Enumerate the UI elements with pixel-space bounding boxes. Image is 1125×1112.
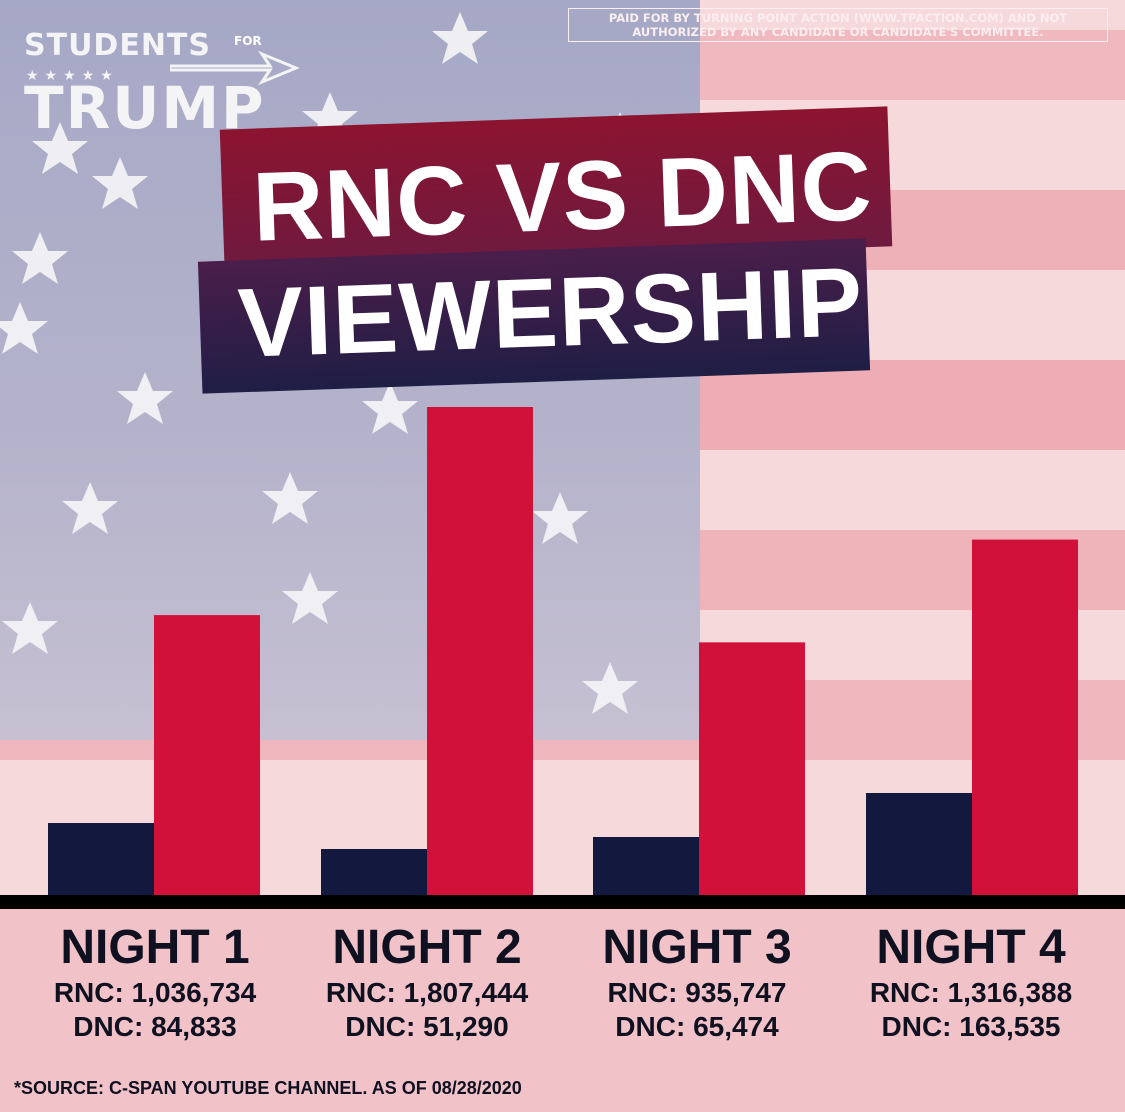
night-3-label: NIGHT 3 RNC: 935,747 DNC: 65,474 xyxy=(572,920,822,1044)
flag-stripe xyxy=(0,900,1125,1112)
brand-line2: TRUMP xyxy=(24,74,266,142)
bar-rnc-night-3 xyxy=(699,642,805,895)
dnc-value: DNC: 51,290 xyxy=(345,1011,509,1042)
viewership-bar-chart xyxy=(0,407,1125,909)
paid-for-disclaimer: PAID FOR BY TURNING POINT ACTION (WWW.TP… xyxy=(568,8,1108,42)
bar-rnc-night-2 xyxy=(427,407,533,895)
brand-line1: STUDENTS xyxy=(24,28,212,63)
rnc-value: RNC: 1,807,444 xyxy=(325,977,529,1008)
bar-rnc-night-4 xyxy=(972,539,1078,895)
source-note: *SOURCE: C-SPAN YOUTUBE CHANNEL. AS OF 0… xyxy=(14,1078,522,1098)
rnc-value: RNC: 1,036,734 xyxy=(53,977,257,1008)
night-title: NIGHT 3 xyxy=(602,921,792,974)
bar-rnc-night-1 xyxy=(154,615,260,895)
rnc-value: RNC: 1,316,388 xyxy=(869,977,1073,1008)
brand-stars-icon: ★★★★★ xyxy=(26,68,119,84)
bar-dnc-night-4 xyxy=(866,793,972,895)
night-4-label: NIGHT 4 RNC: 1,316,388 DNC: 163,535 xyxy=(846,920,1096,1044)
bar-dnc-night-2 xyxy=(321,849,427,895)
night-title: NIGHT 1 xyxy=(60,921,250,974)
night-title: NIGHT 4 xyxy=(876,921,1066,974)
night-labels: NIGHT 1 RNC: 1,036,734 DNC: 84,833 NIGHT… xyxy=(0,920,1125,1070)
bar-dnc-night-3 xyxy=(593,837,699,895)
arrow-icon xyxy=(170,50,300,86)
brand-for: FOR xyxy=(234,34,262,48)
night-1-label: NIGHT 1 RNC: 1,036,734 DNC: 84,833 xyxy=(30,920,280,1044)
dnc-value: DNC: 65,474 xyxy=(615,1011,779,1042)
chart-baseline xyxy=(0,895,1125,909)
rnc-value: RNC: 935,747 xyxy=(607,977,787,1008)
dnc-value: DNC: 84,833 xyxy=(73,1011,237,1042)
night-2-label: NIGHT 2 RNC: 1,807,444 DNC: 51,290 xyxy=(302,920,552,1044)
dnc-value: DNC: 163,535 xyxy=(881,1011,1061,1042)
night-title: NIGHT 2 xyxy=(332,921,522,974)
bar-dnc-night-1 xyxy=(48,823,154,895)
students-for-trump-logo: STUDENTS FOR ★★★★★ TRUMP xyxy=(20,20,300,140)
